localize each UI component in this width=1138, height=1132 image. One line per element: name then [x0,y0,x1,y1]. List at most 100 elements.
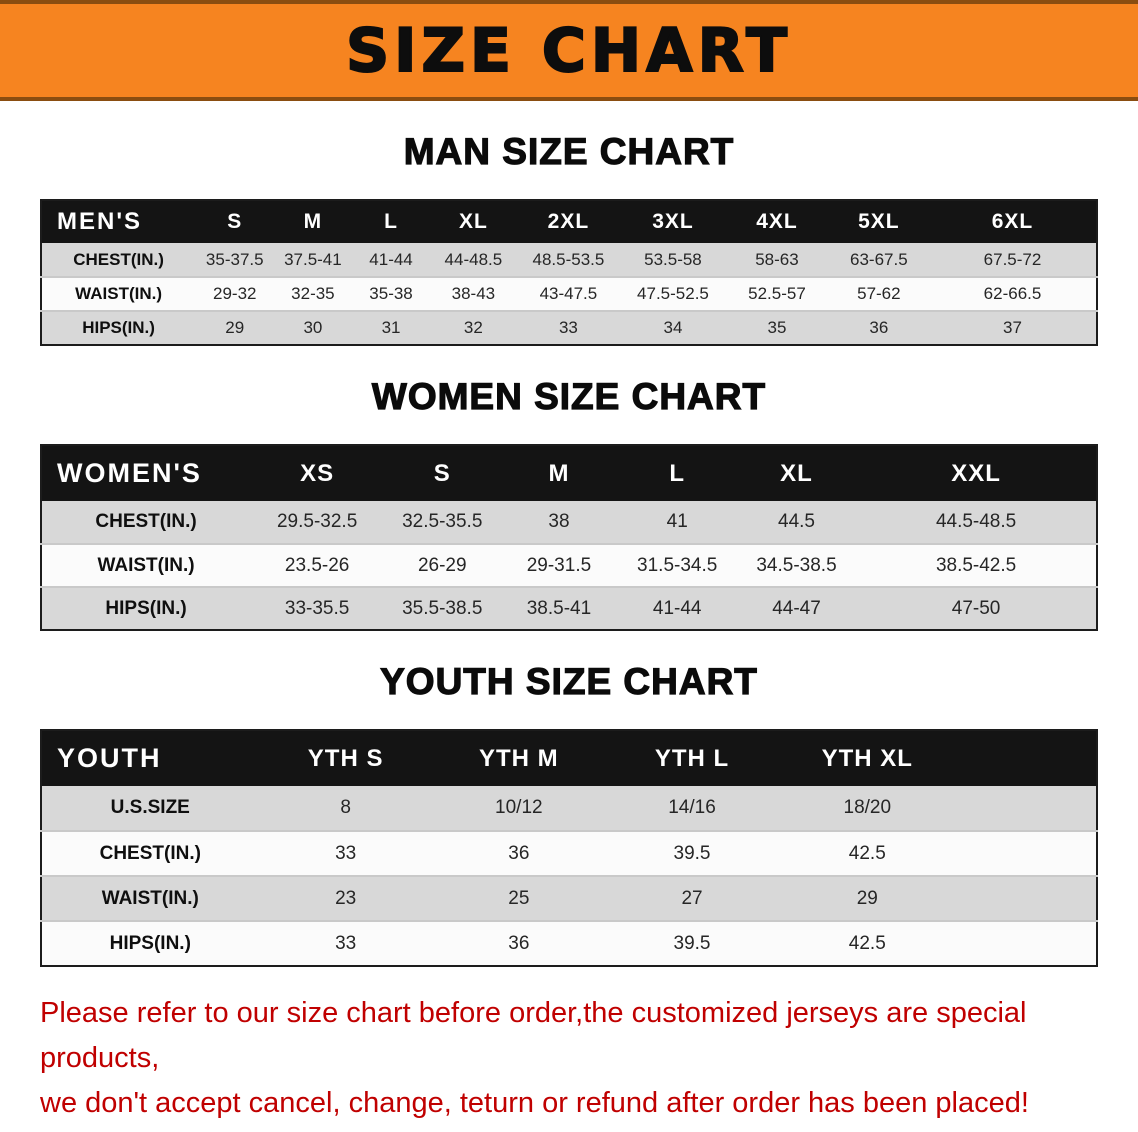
value-cell: 57-62 [857,284,901,303]
value-cell: 35-38 [369,284,413,303]
value-cell: 37 [1003,318,1022,337]
men-size-chart-section: MAN SIZE CHART MEN'S S M L XL 2XL 3XL 4XL 5XL 6XL C… [0,130,1138,346]
youth-row-chest-in: CHEST(IN.) 33 36 39.5 42.5 [41,831,1097,876]
men-size-column-s: S [195,200,275,243]
value-cell: 44.5-48.5 [935,511,1017,532]
value-cell: 47.5-52.5 [637,284,709,303]
disclaimer: Please refer to our size chart before or… [40,991,1098,1126]
value-cell: 38 [548,511,570,532]
value-cell: 34 [663,318,683,337]
value-cell: 58-63 [755,249,799,269]
youth-header-row: YOUTH YTH S YTH M YTH L YTH XL [41,730,1097,786]
spacer-cell [955,786,1097,831]
row-label: WAIST(IN.) [101,887,199,909]
youth-size-column-yth-s: YTH S [258,730,433,786]
value-cell: 38.5-42.5 [935,554,1017,576]
value-cell: 36 [869,318,889,337]
men-row-waist-in: WAIST(IN.) 29-32 32-35 35-38 38-43 43-47.5 47.… [41,277,1097,311]
row-label: WAIST(IN.) [97,554,195,576]
disclaimer-line-2: we don't accept cancel, change, teturn o… [40,1086,1029,1119]
value-cell: 27 [681,887,703,909]
value-cell: 32.5-35.5 [402,511,483,532]
men-size-column-5xl: 5XL [828,200,930,243]
women-size-column-s: S [384,445,501,501]
value-cell: 48.5-53.5 [532,249,605,269]
youth-size-chart-section: YOUTH SIZE CHART YOUTH YTH S YTH M YTH L YTH … [0,660,1138,967]
value-cell: 36 [508,932,530,954]
youth-section-heading: YOUTH SIZE CHART [380,660,758,702]
value-cell: 34.5-38.5 [756,554,837,576]
value-cell: 33-35.5 [284,597,350,619]
row-label: HIPS(IN.) [82,318,155,337]
women-size-column-xl: XL [736,445,857,501]
value-cell: 53.5-58 [644,249,702,269]
banner-title: SIZE CHART [345,15,793,87]
youth-row-u-s-size: U.S.SIZE 8 10/12 14/16 18/20 [41,786,1097,831]
value-cell: 47-50 [951,597,1001,619]
men-size-column-l: L [351,200,431,243]
youth-size-column-yth-l: YTH L [604,730,780,786]
row-label: HIPS(IN.) [109,932,191,954]
men-size-table: MEN'S S M L XL 2XL 3XL 4XL 5XL 6XL CHEST(IN.) 35-37… [40,199,1098,346]
women-size-column-l: L [617,445,737,501]
men-table-label: MEN'S [41,200,196,243]
women-size-column-m: M [500,445,618,501]
women-row-waist-in: WAIST(IN.) 23.5-26 26-29 29-31.5 31.5-34.5 34… [41,544,1097,587]
disclaimer-line-1: Please refer to our size chart before or… [40,997,1027,1074]
value-cell: 33 [335,842,357,864]
value-cell: 67.5-72 [983,249,1042,269]
women-section-heading: WOMEN SIZE CHART [371,375,767,417]
youth-table-label: YOUTH [41,730,259,786]
value-cell: 36 [508,842,530,864]
women-row-chest-in: CHEST(IN.) 29.5-32.5 32.5-35.5 38 41 44.5 44.5… [41,501,1097,544]
value-cell: 23 [335,887,357,909]
women-size-column-xxl: XXL [856,445,1097,501]
value-cell: 41-44 [369,249,413,269]
row-label: CHEST(IN.) [73,249,164,269]
value-cell: 8 [340,797,351,818]
value-cell: 41 [666,511,688,532]
value-cell: 42.5 [848,932,886,954]
value-cell: 44.5 [778,511,815,532]
banner: SIZE CHART [0,0,1138,101]
value-cell: 32 [463,318,483,337]
value-cell: 10/12 [495,797,543,818]
men-section-heading: MAN SIZE CHART [403,130,735,172]
men-row-chest-in: CHEST(IN.) 35-37.5 37.5-41 41-44 44-48.5 48.5… [41,243,1097,277]
value-cell: 38-43 [451,284,496,303]
value-cell: 41-44 [652,597,702,619]
value-cell: 23.5-26 [284,554,350,576]
value-cell: 43-47.5 [539,284,598,303]
value-cell: 37.5-41 [284,249,342,269]
youth-row-waist-in: WAIST(IN.) 23 25 27 29 [41,876,1097,921]
value-cell: 29-31.5 [526,554,592,576]
women-row-hips-in: HIPS(IN.) 33-35.5 35.5-38.5 38.5-41 41-44 44-… [41,587,1097,630]
youth-header-spacer [955,730,1097,786]
value-cell: 33 [558,318,578,337]
youth-size-column-yth-xl: YTH XL [779,730,956,786]
value-cell: 18/20 [843,797,892,818]
women-size-column-xs: XS [250,445,385,501]
value-cell: 44-47 [772,597,821,619]
women-size-chart-section: WOMEN SIZE CHART WOMEN'S XS S M L XL XXL CHEST(I… [0,375,1138,631]
spacer-cell [955,876,1097,921]
spacer-cell [955,831,1097,876]
men-header-row: MEN'S S M L XL 2XL 3XL 4XL 5XL 6XL [41,200,1097,243]
men-size-column-xl: XL [430,200,517,243]
men-row-hips-in: HIPS(IN.) 29 30 31 32 33 34 35 36 37 [41,311,1097,345]
value-cell: 39.5 [673,842,711,864]
row-label: CHEST(IN.) [95,511,197,532]
value-cell: 29 [225,318,245,337]
value-cell: 39.5 [673,932,711,954]
value-cell: 29.5-32.5 [276,511,358,532]
value-cell: 31 [381,318,401,337]
value-cell: 32-35 [291,284,335,303]
youth-row-hips-in: HIPS(IN.) 33 36 39.5 42.5 [41,921,1097,966]
youth-size-table: YOUTH YTH S YTH M YTH L YTH XL U.S.SIZE 8 10/12… [40,729,1098,967]
value-cell: 35-37.5 [205,249,264,269]
size-chart-sections: MAN SIZE CHART MEN'S S M L XL 2XL 3XL 4XL 5XL 6XL C… [0,130,1138,967]
value-cell: 25 [508,887,530,909]
row-label: WAIST(IN.) [75,284,163,303]
value-cell: 42.5 [848,842,886,864]
value-cell: 62-66.5 [983,284,1042,303]
